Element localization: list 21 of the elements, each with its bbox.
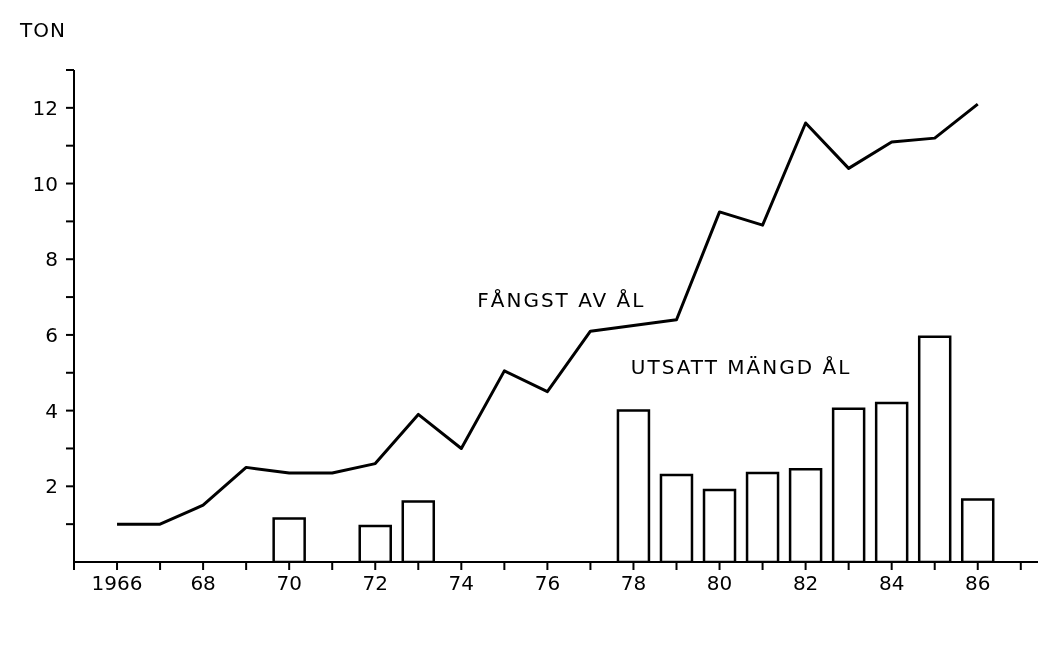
x-tick-label: 70 bbox=[276, 571, 302, 596]
y-tick-label: 2 bbox=[45, 474, 58, 499]
y-tick-label: 8 bbox=[45, 247, 58, 272]
y-tick-label: 4 bbox=[45, 398, 58, 423]
line-series bbox=[115, 102, 980, 526]
x-tick-label: 80 bbox=[706, 571, 733, 596]
x-tick-label: 76 bbox=[534, 571, 561, 596]
x-tick-label: 78 bbox=[620, 571, 647, 596]
x-tick-label: 1966 bbox=[91, 571, 143, 596]
x-tick-label: 86 bbox=[965, 571, 991, 596]
y-axis-title: TON bbox=[20, 18, 66, 42]
series-label: FÅNGST AV ÅL bbox=[477, 288, 646, 313]
x-tick-label: 72 bbox=[362, 571, 388, 596]
y-tick-label: 10 bbox=[32, 171, 58, 196]
x-tick-label: 74 bbox=[448, 571, 475, 596]
x-tick-label: 82 bbox=[792, 571, 819, 596]
y-tick-label: 6 bbox=[45, 323, 58, 348]
x-tick-label: 84 bbox=[878, 571, 905, 596]
series-label: UTSATT MÄNGD ÅL bbox=[630, 355, 852, 380]
y-tick-label: 12 bbox=[32, 95, 58, 120]
x-tick-label: 68 bbox=[190, 571, 216, 596]
